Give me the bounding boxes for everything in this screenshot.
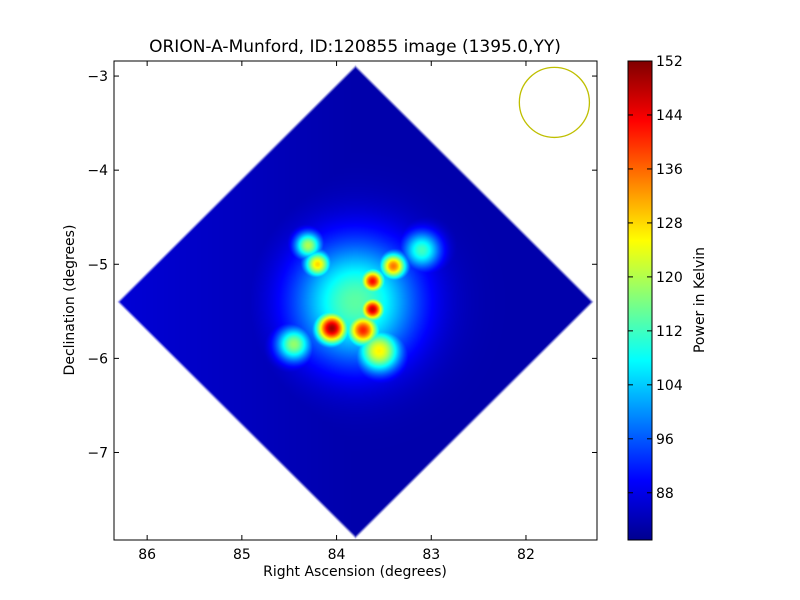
y-tick-label: −3: [87, 69, 108, 85]
colorbar-tick-label: 136: [656, 162, 683, 178]
colorbar-tick-label: 128: [656, 216, 683, 232]
y-axis: −3 −4 −5 −6 −7: [87, 69, 597, 461]
beam-circle: [518, 66, 591, 139]
colorbar-tick-label: 144: [656, 108, 683, 124]
y-tick-label: −6: [87, 351, 108, 367]
y-tick-label: −7: [87, 445, 108, 461]
x-tick-label: 85: [233, 547, 251, 563]
x-tick-label: 84: [328, 547, 346, 563]
x-tick-label: 86: [138, 547, 156, 563]
colorbar: [627, 60, 653, 541]
colorbar-tick-label: 152: [656, 54, 683, 70]
colorbar-label: Power in Kelvin: [692, 247, 708, 353]
colorbar-tick-label: 88: [656, 486, 674, 502]
y-axis-label: Declination (degrees): [62, 225, 78, 376]
plot-frame: [113, 60, 598, 541]
y-tick-label: −5: [87, 257, 108, 273]
colorbar-tick-label: 104: [656, 378, 683, 394]
colorbar-tick-label: 120: [656, 270, 683, 286]
x-axis: 86 85 84 83 82: [138, 61, 535, 563]
x-axis-label: Right Ascension (degrees): [263, 564, 447, 580]
x-tick-label: 83: [422, 547, 440, 563]
colorbar-tick-label: 112: [656, 324, 683, 340]
y-tick-label: −4: [87, 163, 108, 179]
chart-title: ORION-A-Munford, ID:120855 image (1395.0…: [149, 37, 561, 57]
colorbar-axis: 152 144 136 128 120 112 104 96 88: [628, 54, 683, 502]
heatmap-image: [114, 61, 597, 540]
colorbar-tick-label: 96: [656, 432, 674, 448]
x-tick-label: 82: [517, 547, 535, 563]
